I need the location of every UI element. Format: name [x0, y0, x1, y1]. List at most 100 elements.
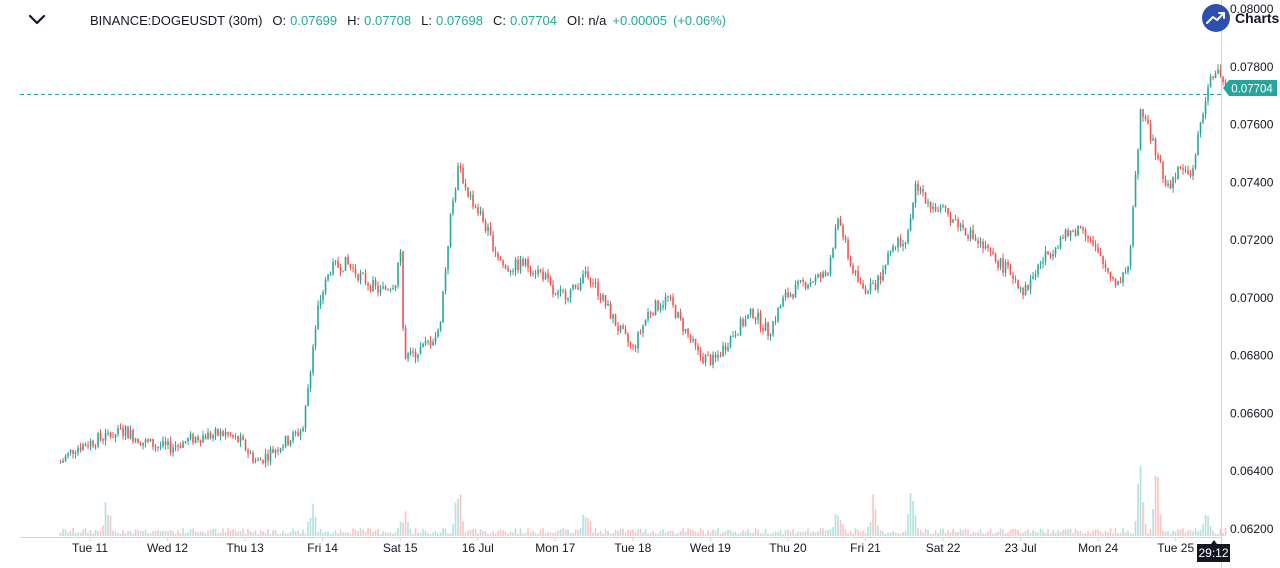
- logo-text: Charts: [1235, 10, 1280, 26]
- candle-body: [1044, 251, 1047, 262]
- candle-body: [384, 286, 387, 290]
- candle-body: [422, 343, 424, 348]
- volume-bar: [739, 532, 742, 536]
- charts-logo[interactable]: Charts: [1202, 4, 1279, 32]
- candle-body: [779, 305, 782, 309]
- candle-body: [1154, 138, 1157, 156]
- volume-bar: [114, 531, 117, 536]
- volume-bar: [659, 530, 662, 536]
- volume-bar: [1014, 528, 1017, 536]
- volume-bar: [1099, 531, 1102, 536]
- candle-body: [884, 264, 887, 270]
- volume-bar: [1187, 530, 1189, 536]
- price-tick-label: 0.07600: [1230, 118, 1274, 132]
- volume-bar: [184, 532, 187, 536]
- volume-bar: [679, 530, 682, 536]
- volume-bar: [234, 530, 237, 536]
- candle-body: [627, 333, 629, 343]
- candle-body: [882, 269, 884, 281]
- candle-body: [674, 305, 677, 318]
- candle-body: [1199, 122, 1202, 134]
- candle-body: [604, 295, 607, 306]
- volume-bar: [534, 533, 537, 536]
- volume-bar: [927, 529, 929, 536]
- candle-body: [489, 227, 492, 235]
- candle-body: [197, 436, 199, 440]
- time-tick-label: Thu 20: [769, 541, 807, 555]
- volume-bar: [359, 528, 362, 536]
- candle-body: [512, 270, 514, 272]
- candle-body: [682, 318, 684, 332]
- candle-body: [1012, 274, 1014, 279]
- candle-body: [942, 206, 944, 208]
- volume-bar: [762, 533, 764, 536]
- volume-bar: [979, 529, 982, 536]
- candle-body: [274, 450, 277, 453]
- candle-body: [1007, 262, 1009, 266]
- volume-bar: [707, 530, 709, 536]
- candle-body: [617, 326, 619, 331]
- candle-body: [742, 319, 744, 327]
- volume-bar: [487, 533, 489, 536]
- candle-body: [1097, 247, 1099, 252]
- volume-bar: [982, 533, 984, 536]
- time-tick-label: Tue 25: [1157, 541, 1194, 555]
- candle-body: [1222, 76, 1224, 82]
- candle-body: [162, 440, 164, 447]
- volume-bar: [134, 529, 137, 536]
- collapse-chevron-icon[interactable]: [26, 9, 48, 31]
- volume-bar: [629, 530, 632, 536]
- volume-bar: [447, 533, 449, 536]
- candle-body: [702, 356, 704, 363]
- volume-bar: [784, 529, 787, 536]
- volume-bar: [1097, 529, 1099, 536]
- candle-body: [724, 345, 727, 351]
- candle-body: [154, 446, 157, 448]
- volume-bar: [894, 532, 897, 536]
- candle-body: [372, 280, 374, 291]
- volume-bar: [222, 528, 224, 536]
- candle-body: [1139, 109, 1142, 150]
- candle-body: [442, 291, 444, 323]
- candle-body: [907, 230, 909, 243]
- volume-bar: [789, 531, 792, 536]
- volume-bar: [1219, 528, 1222, 536]
- candle-body: [482, 211, 484, 222]
- candle-body: [677, 312, 679, 318]
- candle-body: [639, 332, 642, 334]
- candle-body: [309, 372, 312, 389]
- candle-body: [762, 328, 764, 331]
- volume-bar: [852, 533, 854, 536]
- candle-body: [374, 280, 377, 286]
- volume-bar: [1042, 530, 1044, 536]
- symbol-label[interactable]: BINANCE:DOGEUSDT (30m): [90, 12, 263, 28]
- candle-body: [792, 294, 794, 298]
- volume-bar: [1114, 528, 1117, 536]
- candle-body: [1082, 227, 1084, 231]
- volume-bar: [369, 529, 372, 536]
- candle-body: [224, 432, 227, 436]
- volume-bar: [132, 533, 134, 536]
- candle-body: [204, 435, 207, 440]
- high-value: 0.07708: [364, 12, 412, 28]
- time-axis[interactable]: Tue 11 Wed 12 Thu 13 Fri 14 Sat 15 16 Jul Mon …: [72, 537, 1194, 555]
- volume-bar: [82, 529, 84, 536]
- volume-bar: [767, 533, 769, 536]
- candle-body: [847, 239, 849, 259]
- candle-body: [459, 166, 462, 168]
- candle-body: [532, 273, 534, 275]
- candle-body: [354, 268, 357, 275]
- volume-bar: [147, 533, 149, 536]
- volume-bar: [502, 529, 504, 536]
- volume-bar: [862, 530, 864, 536]
- price-axis[interactable]: 0.08000 0.07800 0.07600 0.07400 0.07200 0.070…: [1230, 2, 1274, 536]
- candle-body: [1169, 183, 1172, 189]
- volume-bar: [377, 528, 379, 536]
- volume-bar: [734, 531, 737, 536]
- volume-bar: [722, 532, 724, 536]
- volume-bar: [747, 528, 749, 536]
- volume-bar: [1189, 529, 1192, 536]
- candle-body: [492, 234, 494, 252]
- volume-bar: [912, 500, 914, 536]
